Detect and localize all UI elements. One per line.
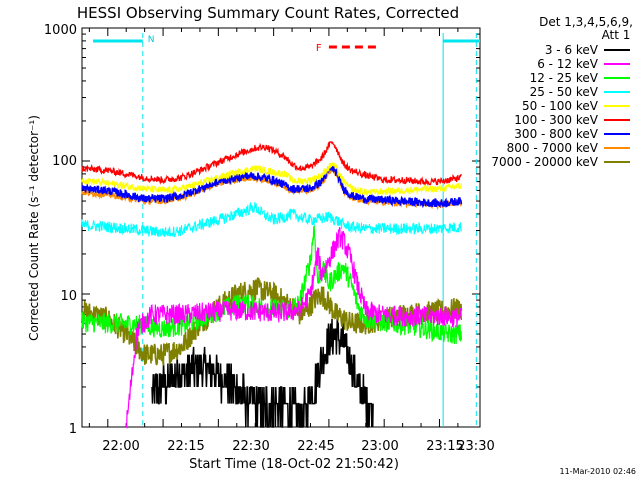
- x-axis-label: Start Time (18-Oct-02 21:50:42): [189, 457, 399, 472]
- legend-label-50-100-kevkev: 50 - 100 keV: [522, 99, 599, 113]
- series-line-50-100-kevkev: [81, 162, 462, 197]
- x-tick-label-2300: 23:00: [361, 439, 398, 454]
- night-marker-label: N: [148, 35, 155, 45]
- chart-title: HESSI Observing Summary Count Rates, Cor…: [77, 4, 459, 22]
- plot-area: [81, 27, 481, 430]
- y-tick-label-10: 10: [60, 289, 77, 304]
- x-tick-label-2230: 22:30: [232, 439, 269, 454]
- x-tick-label-2330: 23:30: [457, 439, 494, 454]
- x-tick-label-2215: 22:15: [167, 439, 204, 454]
- legend-label-6-12-kevkev: 6 - 12 keV: [537, 57, 599, 71]
- flare-marker-label: F: [316, 43, 322, 54]
- legend-label-300-800-kevkev: 300 - 800 keV: [514, 127, 598, 141]
- x-tick-label-2245: 22:45: [297, 439, 334, 454]
- timestamp: 11-Mar-2010 02:46: [560, 467, 637, 476]
- y-tick-label-100: 100: [52, 154, 77, 169]
- legend-title-line1: Det 1,3,4,5,6,9,: [539, 15, 633, 29]
- series-line-6-12-kevkev: [125, 226, 462, 430]
- legend-label-12-25-kevkev: 12 - 25 keV: [530, 71, 599, 85]
- series-line-25-50-kevkev: [81, 201, 462, 238]
- legend-label-800-7000-kevkev: 800 - 7000 keV: [507, 141, 599, 155]
- legend-label-100-300-kevkev: 100 - 300 keV: [514, 113, 598, 127]
- y-tick-label-1: 1: [69, 422, 77, 437]
- series-line-300-800-kevkev: [81, 164, 463, 209]
- x-tick-label-2200: 22:00: [102, 439, 139, 454]
- legend-label-25-50-kevkev: 25 - 50 keV: [530, 85, 599, 99]
- legend-label-7000-20000-kevkev: 7000 - 20000 keV: [491, 155, 598, 169]
- y-tick-label-1000: 1000: [44, 23, 77, 38]
- series-line-100-300-kevkev: [81, 140, 462, 186]
- x-tick-label-2315: 23:15: [426, 439, 463, 454]
- series-line-3-6-kevkev: [151, 318, 374, 428]
- legend-title-line2: Att 1: [602, 28, 631, 42]
- legend-label-3-6-kevkev: 3 - 6 keV: [545, 43, 599, 57]
- y-axis-label: Corrected Count Rate (s⁻¹ detector⁻¹): [27, 115, 41, 341]
